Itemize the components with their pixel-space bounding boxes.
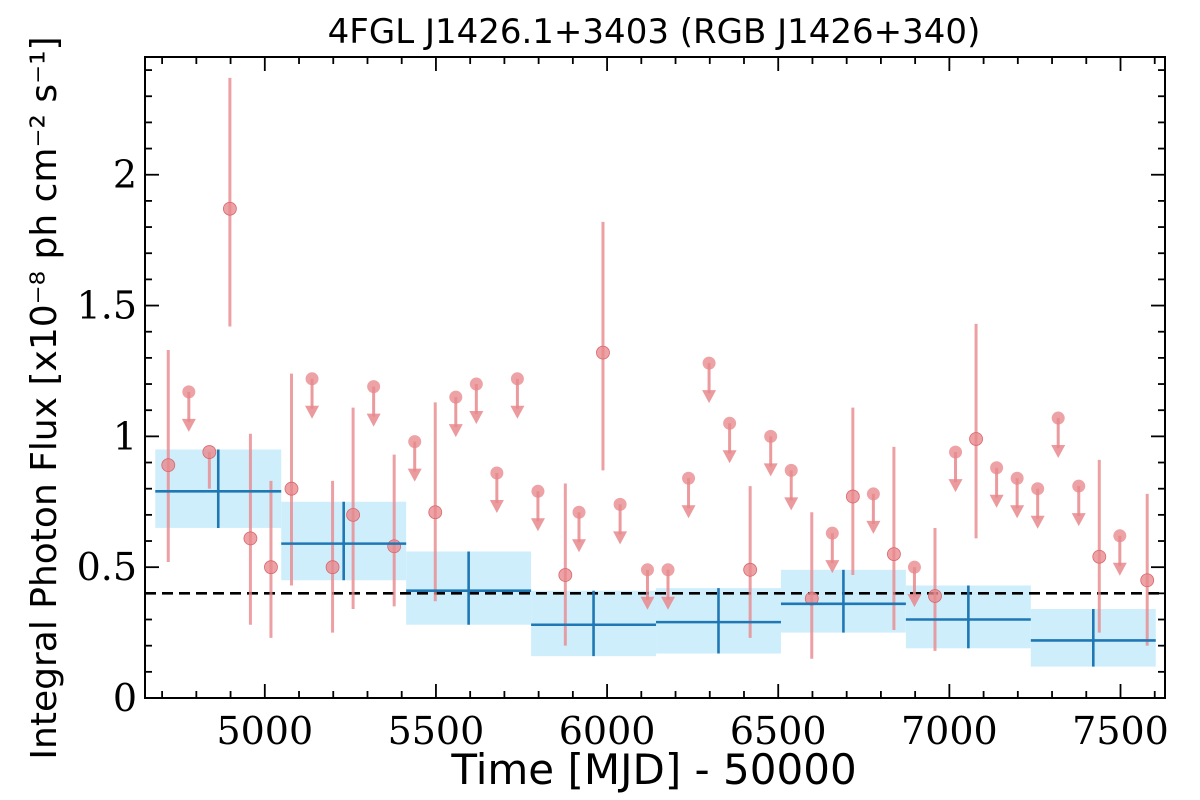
- upper-limit-point: [449, 390, 463, 404]
- upper-limit-point: [1072, 479, 1086, 493]
- detection-point: [428, 505, 443, 520]
- upper-limit-point: [640, 563, 654, 577]
- upper-limit-point: [723, 416, 737, 430]
- x-tick-label: 7000: [901, 709, 998, 753]
- upper-limit-arrow: [1051, 445, 1066, 459]
- upper-limit-arrow: [469, 411, 484, 425]
- detection-point: [243, 531, 258, 546]
- upper-limit-arrow: [661, 596, 676, 610]
- upper-limit-point: [682, 471, 696, 485]
- y-tick-label: 1.5: [77, 284, 137, 328]
- y-tick-label: 0: [113, 676, 137, 720]
- y-axis-label: Integral Photon Flux [x10⁻⁸ ph cm⁻² s⁻¹]: [24, 36, 65, 759]
- upper-limit-arrow: [572, 539, 587, 553]
- upper-limit-point: [866, 487, 880, 501]
- upper-limit-arrow: [825, 560, 840, 574]
- upper-limit-arrow: [181, 418, 196, 432]
- detection-point: [161, 458, 176, 473]
- upper-limit-arrow: [1030, 515, 1045, 529]
- detection-point: [845, 489, 860, 504]
- chart-title: 4FGL J1426.1+3403 (RGB J1426+340): [328, 12, 981, 52]
- upper-limit-point: [469, 377, 483, 391]
- detection-point: [202, 445, 217, 459]
- upper-limit-arrow: [510, 405, 525, 419]
- upper-limit-arrow: [1071, 513, 1086, 527]
- y-tick-label: 2: [113, 153, 137, 197]
- upper-limit-point: [1031, 482, 1045, 496]
- upper-limit-arrow: [702, 390, 717, 404]
- upper-limit-point: [490, 466, 504, 480]
- upper-limit-point: [572, 505, 586, 519]
- x-tick-label: 7500: [1072, 709, 1169, 753]
- upper-limit-arrow: [530, 518, 545, 532]
- upper-limit-point: [305, 372, 319, 386]
- detection-point: [928, 589, 942, 603]
- upper-limit-arrow: [448, 424, 463, 438]
- upper-limit-point: [531, 484, 545, 498]
- upper-limit-point: [1113, 529, 1127, 543]
- detection-point: [325, 560, 340, 575]
- upper-limit-arrow: [866, 520, 881, 534]
- x-tick-label: 5500: [388, 709, 485, 753]
- upper-limit-arrow: [948, 479, 963, 493]
- detection-point: [596, 345, 610, 360]
- upper-limit-point: [510, 372, 524, 386]
- upper-limit-arrow: [763, 463, 778, 477]
- upper-limit-arrow: [613, 531, 628, 545]
- plot-frame: [144, 56, 1166, 699]
- upper-limit-point: [182, 385, 196, 399]
- upper-limit-point: [702, 356, 716, 370]
- upper-limit-point: [949, 445, 963, 459]
- upper-limit-arrow: [1112, 562, 1127, 576]
- upper-limit-arrow: [681, 505, 696, 519]
- detection-point: [346, 507, 361, 522]
- x-tick-label: 6500: [730, 709, 827, 753]
- detection-point: [264, 560, 278, 575]
- detection-point: [558, 568, 573, 582]
- detection-point: [743, 562, 758, 577]
- y-tick-label: 1: [113, 414, 137, 458]
- y-tick-label: 0.5: [77, 545, 137, 589]
- upper-limit-point: [907, 560, 921, 574]
- upper-limit-arrow: [366, 413, 381, 427]
- x-axis-label: Time [MJD] - 50000: [450, 745, 856, 794]
- detection-point: [284, 481, 299, 496]
- upper-limit-point: [613, 497, 627, 511]
- upper-limit-arrow: [640, 596, 655, 610]
- detection-point: [387, 539, 402, 554]
- detection-point: [1140, 573, 1155, 588]
- upper-limit-point: [784, 463, 798, 477]
- upper-limit-arrow: [305, 405, 320, 419]
- upper-limit-point: [1051, 411, 1065, 425]
- upper-limit-arrow: [489, 499, 504, 513]
- x-tick-label: 5000: [216, 709, 313, 753]
- upper-limit-point: [408, 435, 422, 449]
- upper-limit-point: [990, 461, 1004, 475]
- upper-limit-arrow: [722, 450, 737, 464]
- upper-limit-point: [661, 563, 675, 577]
- x-tick-label: 6000: [559, 709, 656, 753]
- detection-point: [887, 547, 901, 562]
- upper-limit-arrow: [989, 494, 1004, 508]
- upper-limit-arrow: [407, 468, 422, 482]
- upper-limit-arrow: [1010, 505, 1025, 519]
- upper-limit-point: [825, 526, 839, 540]
- upper-limit-arrow: [907, 594, 922, 608]
- detection-point: [222, 201, 237, 216]
- upper-limit-point: [1010, 471, 1024, 485]
- detection-point: [969, 432, 983, 446]
- upper-limit-arrow: [784, 497, 799, 511]
- upper-limit-point: [367, 380, 381, 394]
- upper-limit-point: [764, 429, 778, 443]
- detection-point: [1092, 549, 1107, 564]
